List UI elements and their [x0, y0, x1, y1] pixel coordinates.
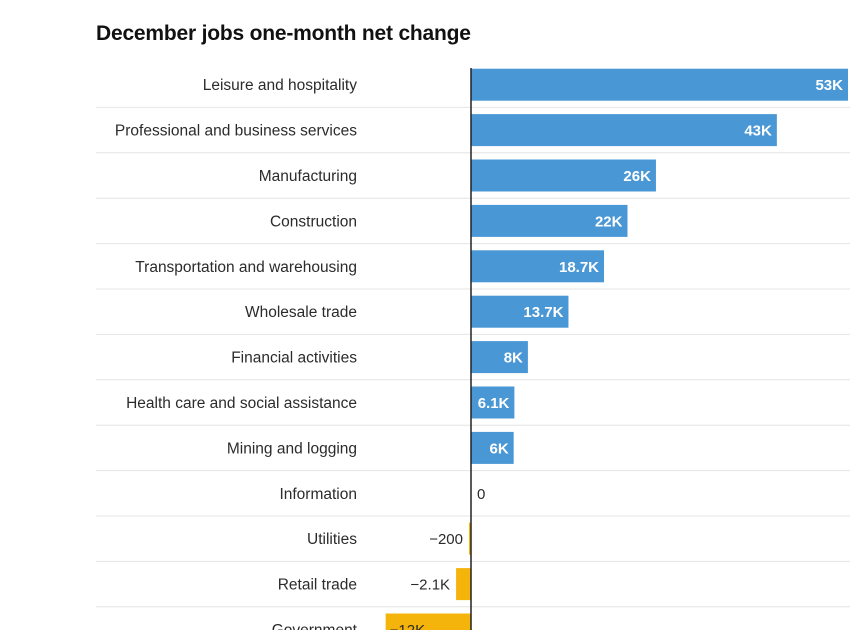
category-label: Financial activities — [231, 350, 357, 367]
category-label: Mining and logging — [227, 440, 357, 457]
value-label: −12K — [390, 622, 425, 630]
value-label: −200 — [429, 531, 463, 548]
bar — [469, 522, 471, 555]
category-label: Wholesale trade — [245, 304, 357, 321]
value-label: 0 — [477, 486, 485, 503]
value-label: 6.1K — [478, 395, 510, 412]
category-label: Information — [279, 486, 357, 503]
category-label: Manufacturing — [259, 168, 357, 185]
bar — [471, 386, 515, 419]
bar — [471, 68, 848, 101]
value-label: 13.7K — [523, 304, 563, 321]
bar — [471, 341, 528, 374]
bar — [471, 159, 656, 192]
value-label: 6K — [489, 440, 508, 457]
bar — [456, 568, 471, 601]
value-label: 53K — [815, 77, 843, 94]
category-label: Health care and social assistance — [126, 395, 357, 412]
chart-title: December jobs one-month net change — [96, 22, 471, 45]
category-label: Retail trade — [278, 577, 357, 594]
category-label: Utilities — [307, 531, 357, 548]
bar — [471, 204, 628, 237]
value-label: −2.1K — [410, 577, 450, 594]
category-label: Professional and business services — [115, 123, 357, 140]
bar — [471, 114, 777, 147]
category-label: Leisure and hospitality — [203, 77, 357, 94]
category-label: Transportation and warehousing — [135, 259, 357, 276]
bar — [471, 250, 605, 283]
value-label: 22K — [595, 213, 623, 230]
value-label: 43K — [744, 123, 772, 140]
value-label: 8K — [504, 350, 523, 367]
category-label: Government — [272, 622, 358, 630]
category-label: Construction — [270, 213, 357, 230]
bar — [385, 613, 471, 630]
value-label: 26K — [623, 168, 651, 185]
value-label: 18.7K — [559, 259, 599, 276]
bar — [471, 295, 569, 328]
bar — [471, 431, 514, 464]
